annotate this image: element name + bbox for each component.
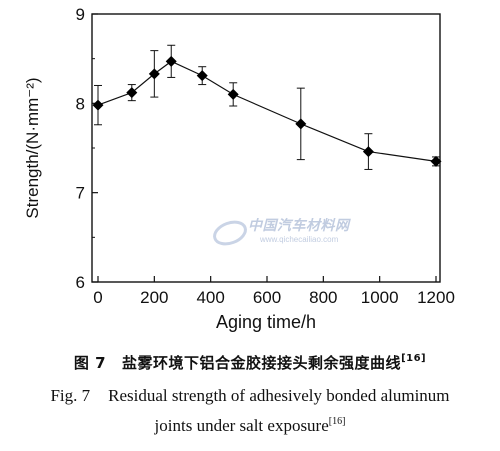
- x-axis-label: Aging time/h: [216, 312, 316, 332]
- x-tick-label: 0: [93, 288, 102, 307]
- y-tick-label: 8: [76, 94, 85, 113]
- caption-en-ref: [16]: [328, 416, 346, 427]
- x-tick-label: 200: [140, 288, 168, 307]
- watermark-swoosh-icon: [213, 220, 247, 246]
- x-tick-label: 1000: [361, 288, 399, 307]
- data-point: [362, 146, 374, 158]
- x-axis-ticks: 0 200 400 600 800 1000 1200: [93, 276, 455, 307]
- data-point: [295, 118, 307, 130]
- caption-en-text-2: joints under salt exposure: [154, 416, 329, 435]
- data-point: [165, 55, 177, 67]
- x-tick-label: 600: [253, 288, 281, 307]
- caption-cn-ref: [16]: [401, 353, 427, 364]
- y-tick-label: 7: [76, 184, 85, 203]
- caption-en-text-1: Residual strength of adhesively bonded a…: [108, 386, 450, 405]
- watermark-url: www.qichecailiao.com: [260, 235, 339, 244]
- y-axis-ticks: 6 7 8 9: [76, 5, 98, 292]
- data-point: [430, 155, 442, 167]
- series-group: [92, 44, 442, 170]
- caption-chinese: 图 7 盐雾环境下铝合金胶接接头剩余强度曲线[16]: [0, 352, 500, 373]
- x-tick-label: 1200: [417, 288, 455, 307]
- data-point: [227, 88, 239, 100]
- caption-english-line2: joints under salt exposure[16]: [0, 416, 500, 436]
- caption-cn-number: 图 7: [73, 354, 107, 372]
- data-point: [126, 87, 138, 99]
- series-line: [97, 60, 437, 162]
- caption-en-number: Fig. 7: [50, 386, 91, 405]
- y-tick-label: 6: [76, 273, 85, 292]
- data-point: [148, 68, 160, 80]
- x-tick-label: 400: [196, 288, 224, 307]
- data-point: [196, 70, 208, 82]
- caption-cn-text: 盐雾环境下铝合金胶接接头剩余强度曲线: [122, 354, 402, 372]
- y-tick-label: 9: [76, 5, 85, 24]
- watermark-text: 中国汽车材料网: [248, 218, 350, 234]
- y-axis-label: Strength/(N·mm⁻²): [23, 77, 42, 218]
- caption-english-line1: Fig. 7 Residual strength of adhesively bo…: [0, 386, 500, 406]
- watermark-logo: 中国汽车材料网 www.qichecailiao.com: [210, 215, 380, 255]
- data-point: [92, 99, 104, 111]
- x-tick-label: 800: [309, 288, 337, 307]
